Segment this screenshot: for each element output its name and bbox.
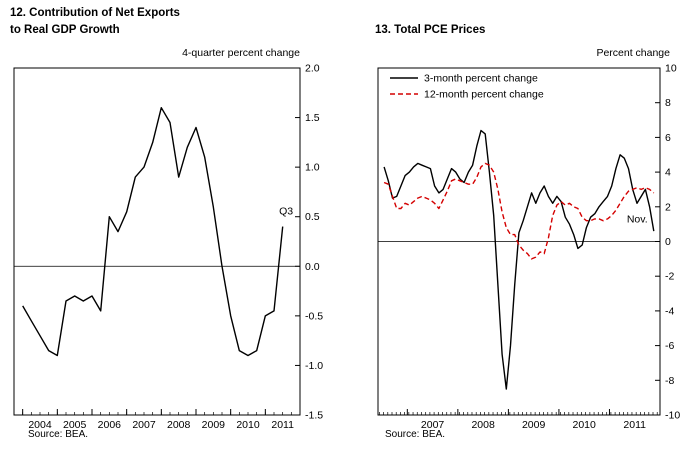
y-tick-label: -1.5	[305, 410, 323, 422]
legend: 3-month percent change 12-month percent c…	[390, 73, 544, 101]
chart-title-line-1: 12. Contribution of Net Exports	[10, 7, 180, 19]
y-tick-label: 2.0	[305, 63, 320, 75]
y-tick-label: -2	[665, 271, 674, 283]
y-tick-label: -4	[665, 305, 674, 317]
y-axis: 2.0 1.5 1.0 0.5 0.0 -0.5 -1.0 -1.5	[295, 63, 323, 422]
x-tick-label: 2004	[28, 419, 52, 431]
x-tick-label: 2010	[573, 419, 597, 431]
y-tick-label: -6	[665, 340, 674, 352]
y-tick-label: 8	[665, 97, 671, 109]
y-tick-label: 0	[665, 236, 671, 248]
source-note: Source: BEA.	[385, 429, 446, 440]
unit-caption: 4-quarter percent change	[182, 47, 300, 59]
y-tick-label: -0.5	[305, 310, 323, 322]
y-tick-label: 0.0	[305, 261, 320, 273]
y-tick-label: -1.0	[305, 360, 323, 372]
y-tick-label: 0.5	[305, 211, 320, 223]
x-axis: 2007 2008 2009 2010 2011	[379, 409, 661, 431]
unit-caption: Percent change	[596, 47, 670, 59]
x-tick-label: 2011	[271, 419, 294, 431]
series-line-0	[383, 129, 655, 390]
chart-12-net-exports: 12. Contribution of Net Exports to Real …	[0, 0, 345, 452]
x-tick-label: 2010	[236, 419, 260, 431]
y-tick-label: 6	[665, 132, 671, 144]
chart-title: 12. Contribution of Net Exports to Real …	[10, 5, 180, 40]
x-tick-label: 2006	[98, 419, 122, 431]
chart-title: 13. Total PCE Prices	[375, 22, 485, 39]
annotation-q3: Q3	[279, 206, 293, 218]
x-tick-label: 2009	[202, 419, 226, 431]
chart-title-line-1: 13. Total PCE Prices	[375, 24, 486, 36]
x-tick-label: 2011	[623, 419, 646, 431]
x-tick-label: 2007	[132, 419, 156, 431]
y-tick-label: 4	[665, 167, 671, 179]
plot-frame	[13, 67, 301, 416]
y-tick-label: 1.5	[305, 112, 320, 124]
series-line-1	[383, 162, 655, 260]
y-tick-label: 10	[665, 63, 677, 75]
x-tick-label: 2008	[167, 419, 191, 431]
y-tick-label: -10	[665, 410, 680, 422]
source-note: Source: BEA.	[28, 429, 89, 440]
annotation-nov: Nov.	[627, 213, 648, 225]
y-tick-label: 2	[665, 201, 671, 213]
x-tick-label: 2007	[421, 419, 445, 431]
series-line-0	[22, 107, 284, 357]
x-axis: 2004 2005 2006 2007 2008 2009 2010 2011	[13, 409, 301, 431]
y-tick-label: -8	[665, 375, 674, 387]
x-tick-label: 2009	[522, 419, 546, 431]
chart-title-line-2: to Real GDP Growth	[10, 24, 120, 37]
x-tick-label: 2008	[471, 419, 495, 431]
legend-label: 12-month percent change	[424, 89, 544, 101]
y-tick-label: 1.0	[305, 162, 320, 174]
legend-label: 3-month percent change	[424, 73, 538, 85]
y-axis: 10 8 6 4 2 0 -2 -4 -6 -8 -10	[655, 63, 680, 422]
x-tick-label: 2005	[63, 419, 87, 431]
pce-prices-plot: 10 8 6 4 2 0 -2 -4 -6 -8 -10 2007 2008 2009 2010 2011 3-…	[377, 63, 680, 431]
chart-13-pce-prices: 13. Total PCE Prices Percent change 10 8 6…	[358, 0, 700, 452]
